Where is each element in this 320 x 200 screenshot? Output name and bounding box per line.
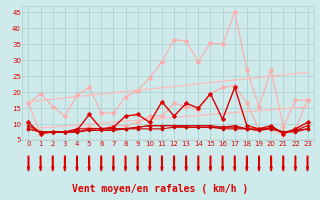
Text: Vent moyen/en rafales ( km/h ): Vent moyen/en rafales ( km/h ) [72, 184, 248, 194]
